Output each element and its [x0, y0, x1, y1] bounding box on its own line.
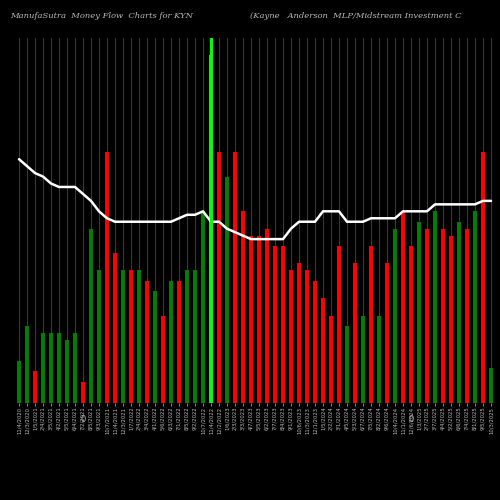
Bar [425, 228, 429, 402]
Bar [145, 281, 149, 402]
Bar [241, 212, 245, 402]
Text: (Kayne   Anderson  MLP/Midstream Investment C: (Kayne Anderson MLP/Midstream Investment… [250, 12, 462, 20]
Bar [65, 340, 69, 402]
Bar [417, 222, 421, 402]
Bar [401, 212, 405, 402]
Bar [57, 333, 61, 402]
Bar [169, 281, 173, 402]
Bar [297, 264, 301, 402]
Bar [113, 253, 117, 402]
Bar [377, 316, 381, 402]
Bar [473, 212, 477, 402]
Bar [321, 298, 325, 403]
Bar [481, 152, 485, 403]
Text: 0: 0 [80, 415, 86, 424]
Bar [369, 246, 373, 402]
Bar [265, 228, 269, 402]
Bar [225, 176, 229, 402]
Bar [137, 270, 141, 402]
Bar [121, 270, 125, 402]
Bar [17, 361, 21, 403]
Bar [361, 316, 365, 402]
Bar [49, 333, 53, 402]
Bar [337, 246, 341, 402]
Bar [313, 281, 317, 402]
Bar [33, 371, 37, 402]
Bar [345, 326, 349, 402]
Text: 0: 0 [408, 415, 414, 424]
Bar [489, 368, 493, 402]
Bar [41, 333, 45, 402]
Bar [153, 292, 157, 403]
Bar [105, 152, 109, 403]
Bar [289, 270, 293, 402]
Bar [161, 316, 165, 402]
Bar [177, 281, 181, 402]
Bar [185, 270, 189, 402]
Bar [257, 236, 261, 402]
Bar [25, 326, 29, 402]
Bar [273, 246, 277, 402]
Bar [457, 222, 461, 402]
Bar [393, 228, 397, 402]
Bar [305, 270, 309, 402]
Text: ManufaSutra  Money Flow  Charts for KYN: ManufaSutra Money Flow Charts for KYN [10, 12, 193, 20]
Bar [249, 236, 253, 402]
Bar [209, 55, 213, 403]
Bar [441, 228, 445, 402]
Bar [329, 316, 333, 402]
Bar [201, 212, 205, 402]
Bar [193, 270, 197, 402]
Bar [281, 246, 285, 402]
Bar [433, 212, 437, 402]
Bar [385, 264, 389, 402]
Bar [89, 228, 93, 402]
Bar [449, 236, 453, 402]
Bar [233, 152, 237, 403]
Bar [465, 228, 469, 402]
Bar [81, 382, 85, 402]
Bar [129, 270, 133, 402]
Bar [353, 264, 357, 402]
Bar [217, 152, 221, 403]
Bar [73, 333, 77, 402]
Bar [97, 270, 101, 402]
Bar [409, 246, 413, 402]
